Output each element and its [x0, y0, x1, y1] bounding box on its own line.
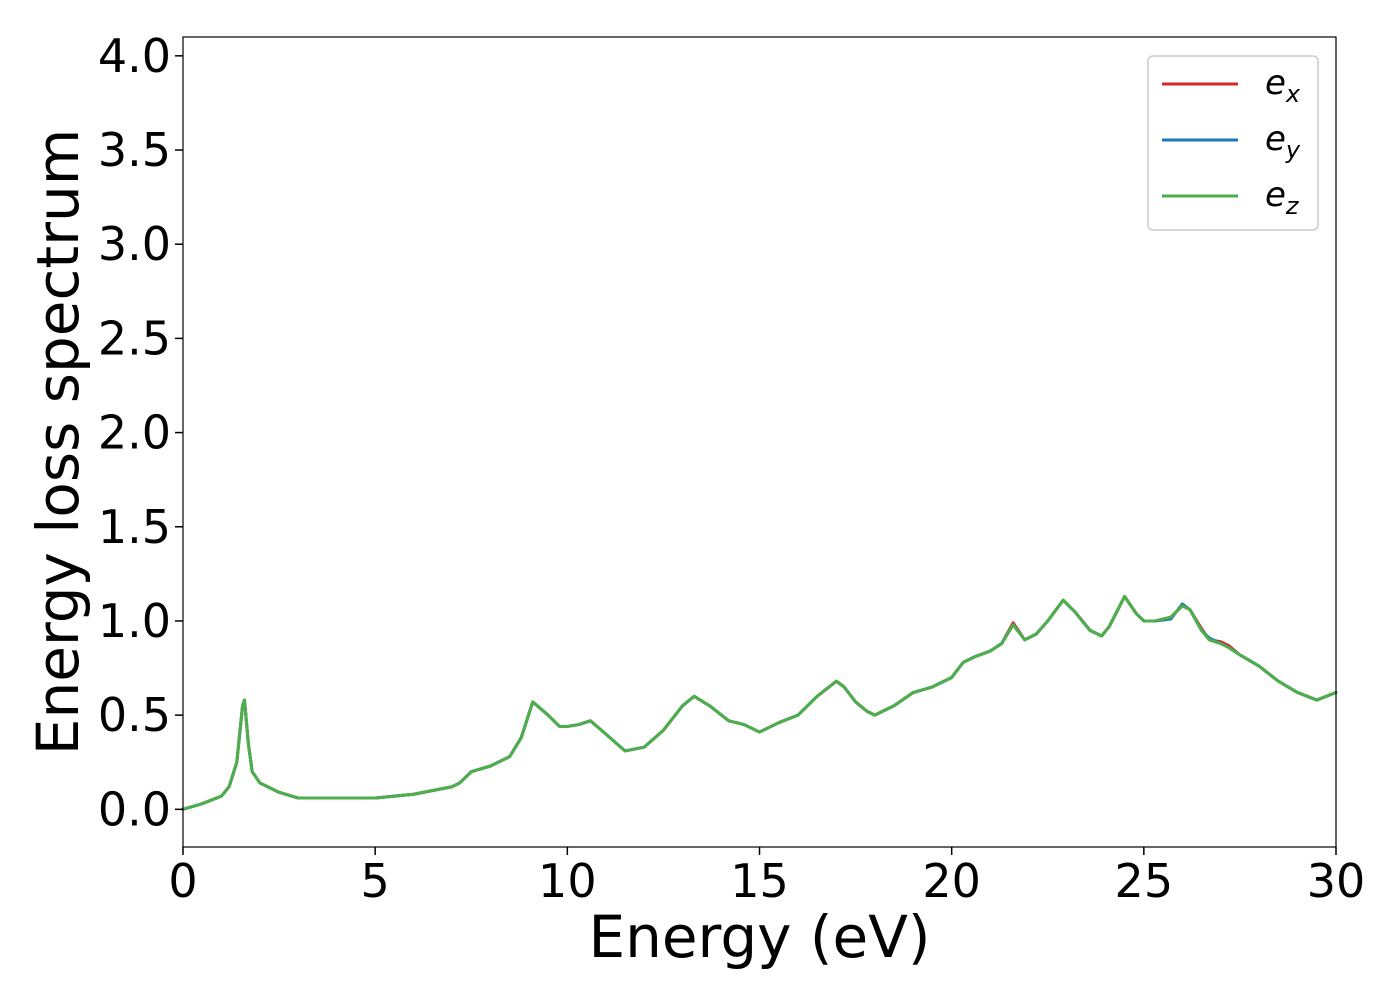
- y-tick-label: 2.5: [98, 311, 171, 365]
- legend-item-z: ez: [1162, 175, 1300, 220]
- x-tick-label: 25: [1115, 854, 1174, 908]
- legend-label: ey: [1265, 119, 1301, 164]
- y-tick-label: 0.5: [98, 688, 171, 742]
- series-line-z: [181, 594, 1338, 811]
- legend-item-y: ey: [1162, 119, 1301, 164]
- y-tick-label: 4.0: [98, 29, 171, 83]
- y-tick-label: 1.0: [98, 594, 171, 648]
- y-tick-label: 1.5: [98, 500, 171, 554]
- x-axis-ticks: 0 5 10 15 20 25 30: [168, 847, 1365, 908]
- y-tick-label: 0.0: [98, 782, 171, 836]
- y-axis-title: Energy loss spectrum: [24, 129, 92, 755]
- x-tick-label: 0: [168, 854, 197, 908]
- legend-item-x: ex: [1162, 63, 1301, 108]
- plot-area: [181, 36, 1338, 848]
- legend-label: ez: [1265, 175, 1300, 220]
- legend: ex ey ez: [1147, 55, 1319, 231]
- x-tick-label: 20: [922, 854, 981, 908]
- series-lines: [181, 594, 1338, 811]
- x-axis-title: Energy (eV): [588, 903, 930, 971]
- legend-box: [1147, 55, 1319, 231]
- x-tick-label: 10: [538, 854, 597, 908]
- y-tick-label: 3.0: [98, 217, 171, 271]
- x-tick-label: 30: [1307, 854, 1366, 908]
- y-tick-label: 2.0: [98, 406, 171, 460]
- legend-label: ex: [1265, 63, 1301, 108]
- y-tick-label: 3.5: [98, 123, 171, 177]
- x-tick-label: 15: [730, 854, 789, 908]
- y-axis-ticks: 0.0 0.5 1.0 1.5 2.0 2.5 3.0 3.5 4.0: [98, 29, 183, 836]
- x-tick-label: 5: [361, 854, 390, 908]
